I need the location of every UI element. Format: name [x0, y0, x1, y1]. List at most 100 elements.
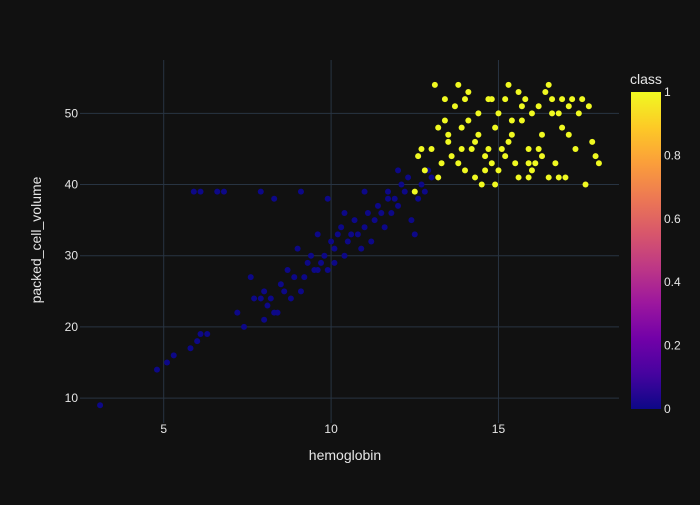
- data-point: [411, 188, 418, 195]
- data-point: [555, 110, 562, 117]
- data-point: [368, 238, 375, 245]
- data-point: [261, 316, 268, 323]
- data-point: [391, 195, 398, 202]
- x-tick-label: 10: [324, 422, 338, 436]
- data-point: [492, 181, 499, 188]
- data-point: [154, 366, 160, 373]
- data-point: [281, 288, 288, 295]
- data-point: [251, 295, 258, 302]
- y-tick-label: 40: [65, 178, 79, 192]
- data-point: [297, 288, 304, 295]
- data-point: [194, 338, 201, 345]
- tick-layer: 5 10 15 10 20 30 40 50: [65, 106, 506, 436]
- data-point: [539, 153, 545, 160]
- data-point: [559, 124, 566, 131]
- data-point: [472, 138, 479, 145]
- data-point: [441, 117, 448, 124]
- data-point: [261, 288, 268, 295]
- data-point: [378, 210, 385, 217]
- data-point: [498, 145, 505, 152]
- y-tick-label: 20: [65, 320, 79, 334]
- data-point: [338, 224, 345, 231]
- data-point: [552, 160, 559, 167]
- data-point: [488, 160, 495, 167]
- data-point: [264, 302, 271, 309]
- data-point: [522, 96, 529, 103]
- data-point: [361, 224, 368, 231]
- y-tick-label: 10: [65, 391, 79, 405]
- grid-layer: [80, 60, 619, 423]
- data-point: [294, 245, 301, 252]
- data-point: [241, 323, 248, 330]
- data-point: [435, 124, 442, 131]
- data-point: [197, 188, 204, 195]
- data-point: [565, 103, 572, 110]
- data-point: [492, 124, 499, 131]
- colorbar-title: class: [630, 71, 662, 87]
- data-point: [582, 181, 589, 188]
- data-point: [385, 188, 391, 195]
- data-point: [528, 167, 535, 174]
- data-point: [164, 359, 171, 366]
- data-point: [431, 81, 438, 88]
- data-point: [465, 89, 472, 96]
- colorbar-ticks: 0 0.2 0.4 0.6 0.8 1: [664, 85, 681, 416]
- data-point: [455, 81, 462, 88]
- data-point: [351, 217, 358, 224]
- data-point: [462, 167, 468, 174]
- points-layer: [97, 81, 602, 409]
- data-point: [445, 138, 452, 145]
- data-point: [542, 89, 549, 96]
- data-point: [569, 96, 576, 103]
- data-point: [485, 145, 492, 152]
- data-point: [508, 131, 515, 138]
- data-point: [515, 89, 522, 96]
- data-point: [418, 145, 425, 152]
- data-point: [341, 210, 348, 217]
- data-point: [421, 167, 428, 174]
- data-point: [549, 110, 556, 117]
- data-point: [364, 210, 371, 217]
- data-point: [331, 259, 338, 266]
- data-point: [525, 160, 532, 167]
- data-point: [321, 252, 328, 259]
- data-point: [512, 160, 519, 167]
- data-point: [428, 174, 435, 181]
- data-point: [204, 331, 211, 338]
- x-tick-label: 15: [492, 422, 506, 436]
- data-point: [187, 345, 194, 352]
- y-tick-label: 30: [65, 249, 79, 263]
- data-point: [418, 181, 425, 188]
- data-point: [190, 188, 197, 195]
- data-point: [374, 202, 381, 209]
- data-point: [381, 224, 388, 231]
- data-point: [328, 238, 335, 245]
- data-point: [97, 402, 104, 409]
- data-point: [344, 238, 351, 245]
- data-point: [572, 145, 579, 152]
- data-point: [297, 188, 304, 195]
- data-point: [314, 231, 321, 238]
- data-point: [488, 96, 495, 103]
- data-point: [468, 145, 475, 152]
- data-point: [532, 160, 539, 167]
- data-point: [475, 131, 482, 138]
- data-point: [324, 195, 331, 202]
- data-point: [301, 274, 308, 281]
- colorbar-tick-label: 0: [664, 402, 671, 416]
- data-point: [170, 352, 177, 359]
- data-point: [445, 131, 452, 138]
- data-point: [482, 167, 489, 174]
- data-point: [545, 174, 552, 181]
- data-point: [518, 103, 525, 110]
- data-point: [401, 188, 408, 195]
- data-point: [502, 96, 509, 103]
- data-point: [562, 174, 569, 181]
- colorbar-tick-label: 0.8: [664, 148, 681, 162]
- colorbar-tick-label: 0.2: [664, 339, 681, 353]
- data-point: [277, 281, 284, 288]
- data-point: [371, 217, 378, 224]
